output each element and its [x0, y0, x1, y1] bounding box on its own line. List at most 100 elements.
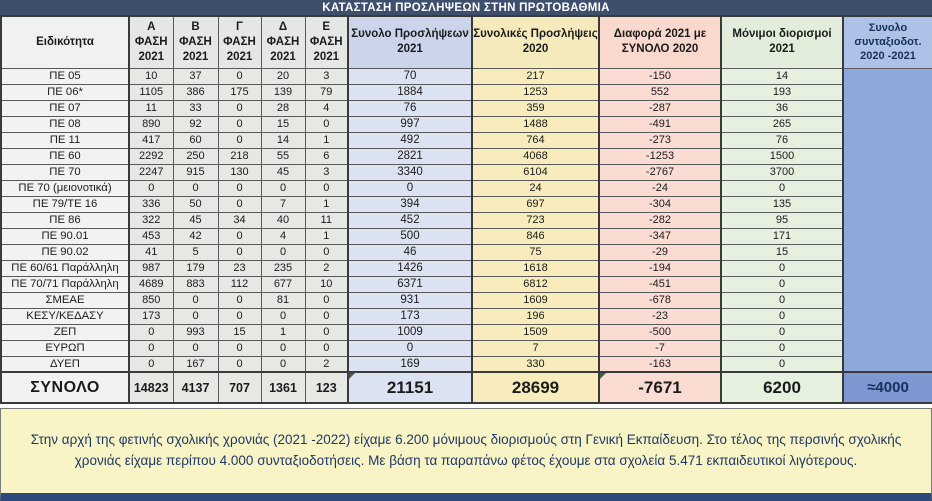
- cell-phase-a: 10: [128, 67, 174, 85]
- page-title: ΚΑΤΑΣΤΑΣΗ ΠΡΟΣΛΗΨΕΩΝ ΣΤΗΝ ΠΡΩΤΟΒΑΘΜΙΑ: [0, 0, 932, 15]
- cell-phase-e: 10: [304, 275, 349, 293]
- cell-total-2021: 1884: [347, 83, 473, 101]
- cell-total-2020: 764: [471, 131, 600, 149]
- cell-phase-d: 0: [260, 179, 306, 197]
- cell-phase-d: 45: [260, 163, 306, 181]
- cell-phase-e: 1: [304, 227, 349, 245]
- table-row: ΠΕ 86 322 45 34 40 11 452 723 -282 95: [0, 211, 932, 229]
- cell-total-2021: 394: [347, 195, 473, 213]
- cell-phase-e: 3: [304, 67, 349, 85]
- table-row: ΠΕ 70 2247 915 130 45 3 3340 6104 -2767 3700: [0, 163, 932, 181]
- cell-phase-e: 79: [304, 83, 349, 101]
- cell-phase-e: 3: [304, 163, 349, 181]
- cell-phase-e: 0: [304, 179, 349, 197]
- cell-permanent: 1500: [720, 147, 844, 165]
- cell-total-2021: 1009: [347, 323, 473, 341]
- cell-diff: -163: [598, 355, 722, 373]
- cell-phase-a: 0: [128, 339, 174, 357]
- cell-diff: -194: [598, 259, 722, 277]
- cell-total-2021: 46: [347, 243, 473, 261]
- cell-phase-c: 0: [217, 131, 262, 149]
- table-row: ΠΕ 70/71 Παράλληλη 4689 883 112 677 10 6371 681…: [0, 275, 932, 293]
- cell-specialty: ΠΕ 90.02: [0, 243, 130, 261]
- cell-permanent: 0: [720, 355, 844, 373]
- cell-permanent: 265: [720, 115, 844, 133]
- total-row-label: ΣΥΝΟΛΟ: [0, 371, 130, 404]
- total-phase-b: 4137: [172, 371, 219, 404]
- cell-diff: 552: [598, 83, 722, 101]
- cell-phase-d: 0: [260, 307, 306, 325]
- total-diff: -7671: [598, 371, 722, 404]
- column-header-total-2021: Συνολο Προσλήψεων 2021: [347, 15, 473, 69]
- spacer: [0, 404, 932, 408]
- total-phase-d: 1361: [260, 371, 306, 404]
- column-header-retirements: Συνολο συνταξιοδοτ. 2020 -2021: [842, 15, 932, 69]
- cell-diff: -500: [598, 323, 722, 341]
- cell-total-2021: 3340: [347, 163, 473, 181]
- cell-phase-a: 173: [128, 307, 174, 325]
- cell-specialty: ΠΕ 05: [0, 67, 130, 85]
- cell-specialty: ΖΕΠ: [0, 323, 130, 341]
- cell-total-2020: 4068: [471, 147, 600, 165]
- total-hirings-2020: 28699: [471, 371, 600, 404]
- cell-total-2021: 500: [347, 227, 473, 245]
- cell-phase-a: 453: [128, 227, 174, 245]
- cell-total-2021: 70: [347, 67, 473, 85]
- cell-phase-e: 0: [304, 323, 349, 341]
- cell-diff: -150: [598, 67, 722, 85]
- cell-diff: -24: [598, 179, 722, 197]
- cell-permanent: 135: [720, 195, 844, 213]
- column-header-total-2020: Συνολικές Προσλήψεις 2020: [471, 15, 600, 69]
- cell-phase-c: 0: [217, 243, 262, 261]
- cell-specialty: ΠΕ 11: [0, 131, 130, 149]
- cell-phase-a: 417: [128, 131, 174, 149]
- cell-specialty: ΠΕ 07: [0, 99, 130, 117]
- cell-phase-a: 0: [128, 355, 174, 373]
- cell-diff: -282: [598, 211, 722, 229]
- cell-phase-c: 0: [217, 227, 262, 245]
- cell-phase-d: 0: [260, 339, 306, 357]
- cell-total-2021: 0: [347, 179, 473, 197]
- cell-phase-d: 14: [260, 131, 306, 149]
- table-row: ΠΕ 06* 1105 386 175 139 79 1884 1253 552 193: [0, 83, 932, 101]
- cell-total-2020: 7: [471, 339, 600, 357]
- cell-phase-a: 1105: [128, 83, 174, 101]
- cell-phase-c: 0: [217, 195, 262, 213]
- cell-phase-b: 179: [172, 259, 219, 277]
- cell-phase-d: 7: [260, 195, 306, 213]
- cell-diff: -7: [598, 339, 722, 357]
- cell-diff: -287: [598, 99, 722, 117]
- cell-phase-d: 139: [260, 83, 306, 101]
- cell-phase-a: 0: [128, 323, 174, 341]
- cell-phase-a: 2247: [128, 163, 174, 181]
- cell-total-2020: 6104: [471, 163, 600, 181]
- cell-specialty: ΕΥΡΩΠ: [0, 339, 130, 357]
- column-header-phase-a: Α ΦΑΣΗ 2021: [128, 15, 174, 69]
- table-row: ΠΕ 70 (μειονοτικά) 0 0 0 0 0 0 24 -24 0: [0, 179, 932, 197]
- cell-phase-c: 130: [217, 163, 262, 181]
- table-row: ΔΥΕΠ 0 167 0 0 2 169 330 -163 0: [0, 355, 932, 373]
- cell-specialty: ΠΕ 60/61 Παράλληλη: [0, 259, 130, 277]
- cell-total-2020: 846: [471, 227, 600, 245]
- cell-phase-e: 1: [304, 195, 349, 213]
- cell-phase-d: 15: [260, 115, 306, 133]
- cell-total-2021: 173: [347, 307, 473, 325]
- cell-phase-e: 2: [304, 259, 349, 277]
- cell-total-2021: 0: [347, 339, 473, 357]
- total-hirings-2021: 21151: [347, 371, 473, 404]
- column-header-phase-d: Δ ΦΑΣΗ 2021: [260, 15, 306, 69]
- table-row: ΚΕΣΥ/ΚΕΔΑΣΥ 173 0 0 0 0 173 196 -23 0: [0, 307, 932, 325]
- column-header-phase-b: Β ΦΑΣΗ 2021: [172, 15, 219, 69]
- total-phase-e: 123: [304, 371, 349, 404]
- cell-total-2021: 931: [347, 291, 473, 309]
- cell-total-2020: 359: [471, 99, 600, 117]
- cell-specialty: ΠΕ 70/71 Παράλληλη: [0, 275, 130, 293]
- cell-phase-a: 4689: [128, 275, 174, 293]
- cell-total-2021: 1426: [347, 259, 473, 277]
- cell-phase-b: 915: [172, 163, 219, 181]
- cell-phase-e: 1: [304, 131, 349, 149]
- column-header-specialty: Ειδικότητα: [0, 15, 130, 69]
- table-row: ΣΜΕΑΕ 850 0 0 81 0 931 1609 -678 0: [0, 291, 932, 309]
- cell-phase-c: 0: [217, 339, 262, 357]
- cell-permanent: 0: [720, 275, 844, 293]
